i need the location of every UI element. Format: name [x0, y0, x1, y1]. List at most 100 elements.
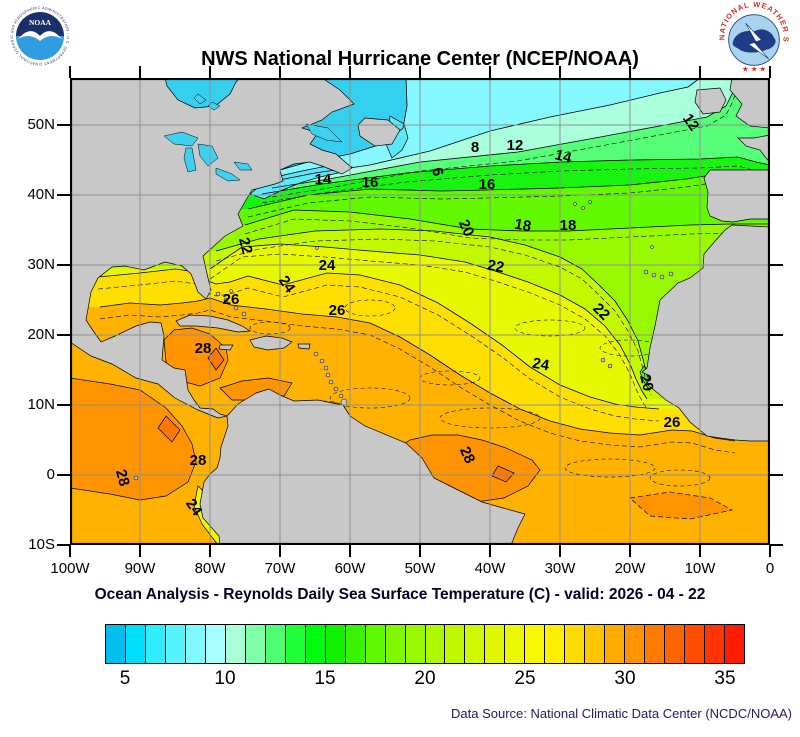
colorbar-cell-5 [125, 625, 146, 663]
colorbar-tick-label: 20 [414, 668, 436, 689]
island-23 [581, 206, 585, 210]
y-axis-label: 20N [27, 326, 55, 343]
x-tick-top [419, 66, 421, 78]
noaa-logo-sky [16, 12, 64, 36]
contour-label-18: 18 [513, 216, 532, 236]
island-2 [233, 305, 239, 311]
isotherm-26 [99, 297, 736, 442]
contour-label-12: 12 [507, 137, 524, 154]
island-20 [315, 246, 319, 250]
colorbar-cell-26 [545, 625, 566, 663]
x-axis-label: 30W [544, 560, 576, 577]
colorbar-cell-4 [106, 625, 126, 663]
quebec-lake-1 [193, 93, 207, 105]
x-tick-bottom [69, 545, 71, 557]
colorbar-cell-9 [205, 625, 226, 663]
x-axis-label: 80W [194, 560, 226, 577]
contour-label-20: 20 [455, 217, 477, 239]
x-tick-top [489, 66, 491, 78]
colorbar-cell-14 [305, 625, 326, 663]
x-tick-top [559, 66, 561, 78]
contour-label-12: 12 [679, 111, 702, 134]
gulf-st-lawrence [305, 123, 343, 143]
y-tick-left [57, 334, 70, 336]
colorbar-cell-21 [445, 625, 466, 663]
quebec-lake-2 [207, 101, 221, 111]
land-puerto-rico [297, 343, 311, 350]
x-axis-label: 90W [124, 560, 156, 577]
colorbar-cell-20 [425, 625, 446, 663]
colorbar-cell-33 [685, 625, 706, 663]
colorbar-cell-10 [225, 625, 246, 663]
x-tick-top [69, 66, 71, 78]
colorbar-cell-11 [245, 625, 266, 663]
isotherm-21-dashed [215, 238, 652, 396]
isotherm-22 [209, 243, 648, 400]
x-tick-bottom [769, 545, 771, 557]
y-tick-left [57, 264, 70, 266]
noaa-logo-gull-icon [18, 31, 62, 41]
colorbar-tick-label: 15 [314, 668, 336, 689]
colorbar-cell-29 [605, 625, 626, 663]
island-0 [215, 291, 221, 297]
island-14 [651, 272, 657, 278]
sst-map: 14 16 6 8 12 14 12 16 20 18 18 22 22 22 24 24 24 20 26 26 26… [70, 78, 770, 545]
hot-patch-pacific-outline [157, 415, 181, 443]
contour-label-14: 14 [553, 146, 574, 167]
nws-logo-stars: ★ ★ ★ [742, 65, 766, 74]
warm-patch-south-atlantic [630, 492, 732, 519]
x-tick-top [629, 66, 631, 78]
x-tick-bottom [139, 545, 141, 557]
island-3 [241, 311, 247, 317]
colorbar-cell-7 [165, 625, 186, 663]
island-17 [600, 357, 606, 363]
y-axis-label: 0 [46, 466, 55, 483]
colorbar-cell-24 [505, 625, 526, 663]
y-axis-label: 50N [27, 116, 55, 133]
minor-contour-3 [329, 387, 411, 409]
contour-label-16: 16 [362, 174, 379, 191]
island-13 [643, 269, 649, 275]
contour-label-16: 16 [479, 176, 496, 193]
x-tick-bottom [629, 545, 631, 557]
contour-label-28: 28 [190, 452, 207, 469]
colorbar-cell-34 [705, 625, 726, 663]
land-cuba [175, 314, 252, 333]
colorbar-cell-16 [345, 625, 366, 663]
isotherm-16 [247, 172, 770, 210]
contour-label-26: 26 [223, 291, 240, 308]
temperature-colorbar [105, 624, 745, 664]
y-tick-left [57, 194, 70, 196]
warm-pool-east-pacific [70, 378, 196, 500]
y-axis-label: 10N [27, 396, 55, 413]
colorbar-tick-label: 30 [614, 668, 636, 689]
island-16 [668, 271, 674, 277]
x-tick-bottom [419, 545, 421, 557]
island-22 [573, 202, 577, 206]
map-caption: Ocean Analysis - Reynolds Daily Sea Surf… [94, 586, 706, 603]
isotherm-14 [261, 156, 770, 195]
contour-label-14: 14 [315, 171, 332, 188]
isotherm-19-dashed [244, 218, 770, 241]
colorbar-cell-17 [365, 625, 386, 663]
x-tick-top [139, 66, 141, 78]
island-8 [325, 372, 331, 378]
warm-pool-caribbean-south-outline [219, 377, 293, 401]
island-10 [333, 386, 339, 392]
colorbar-cell-31 [645, 625, 666, 663]
lake-michigan [183, 147, 197, 173]
colorbar-cell-27 [565, 625, 586, 663]
minor-contour-8 [649, 469, 711, 487]
island-15 [659, 274, 665, 280]
x-axis-label: 0 [765, 560, 775, 577]
isotherm-17-dashed [247, 180, 770, 218]
minor-contour-9 [249, 321, 291, 335]
map-frame-border [70, 78, 770, 545]
y-tick-right [770, 334, 783, 336]
colorbar-cell-18 [385, 625, 406, 663]
x-axis-label: 60W [334, 560, 366, 577]
island-18 [607, 363, 613, 369]
colorbar-cell-23 [485, 625, 506, 663]
